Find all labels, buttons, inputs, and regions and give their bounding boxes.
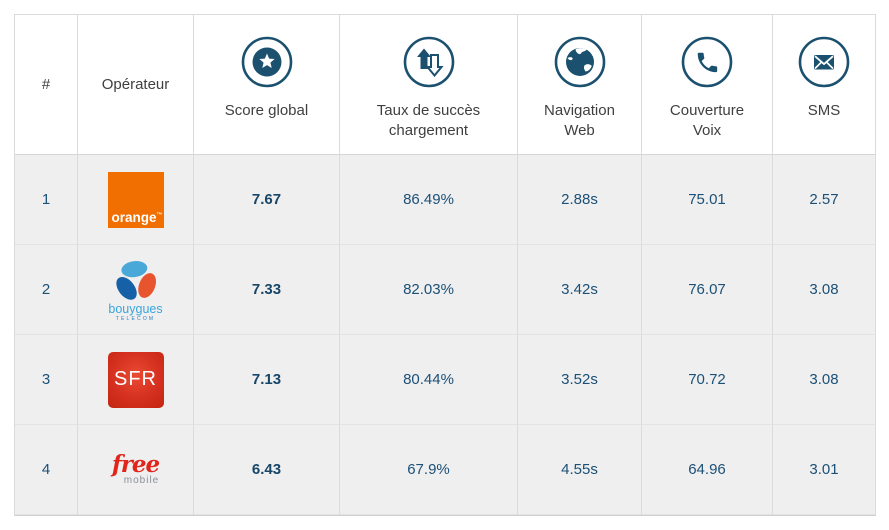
operators-table: # Opérateur Score global [14,14,876,516]
navigation-cell: 3.42s [518,245,642,335]
success-rate-value: 80.44% [403,371,454,388]
coverage-value: 76.07 [688,281,726,298]
operator-cell: free mobile [78,425,194,515]
bouygues-petals-icon [115,260,156,300]
column-header-sms: SMS [773,15,876,155]
success-rate-value: 82.03% [403,281,454,298]
operator-cell: bouygues TELECOM [78,245,194,335]
coverage-cell: 75.01 [642,155,773,245]
orange-logo: orange™ [107,171,164,228]
rank-value: 4 [41,461,51,478]
rank-value: 3 [41,371,51,388]
bouygues-logo: bouygues TELECOM [108,258,163,322]
coverage-cell: 70.72 [642,335,773,425]
sms-cell: 3.01 [773,425,876,515]
success-rate-value: 67.9% [407,461,450,478]
free-mobile-logo: free mobile [111,451,160,486]
success-rate-cell: 82.03% [340,245,518,335]
score-cell: 7.33 [194,245,340,335]
score-value: 7.13 [251,371,282,388]
score-value: 6.43 [251,461,282,478]
star-icon [241,36,293,88]
sms-cell: 3.08 [773,335,876,425]
sms-header-label: SMS [807,102,841,119]
navigation-value: 2.88s [561,191,598,208]
operator-header-label: Opérateur [101,75,170,93]
success-rate-cell: 80.44% [340,335,518,425]
sfr-logo: SFR [107,351,164,408]
phone-icon [681,36,733,88]
column-header-rank: # [15,15,78,155]
sms-value: 3.08 [809,371,839,388]
success-rate-value: 86.49% [403,191,454,208]
operator-cell: SFR [78,335,194,425]
column-header-operator: Opérateur [78,15,194,155]
coverage-value: 70.72 [688,371,726,388]
coverage-value: 75.01 [688,191,726,208]
up-down-arrows-icon [403,36,455,88]
free-logo-text: free [111,451,160,478]
navigation-header-label: Navigation Web [544,102,615,139]
column-header-coverage: Couverture Voix [642,15,773,155]
column-header-score: Score global [194,15,340,155]
bouygues-logo-text: bouygues [108,301,163,316]
rank-cell: 3 [15,335,78,425]
navigation-value: 3.42s [561,281,598,298]
rank-value: 1 [41,191,51,208]
sfr-logo-text: SFR [114,368,157,390]
column-header-success-rate: Taux de succès chargement [340,15,518,155]
sms-cell: 2.57 [773,155,876,245]
score-cell: 6.43 [194,425,340,515]
navigation-cell: 2.88s [518,155,642,245]
score-cell: 7.13 [194,335,340,425]
coverage-value: 64.96 [688,461,726,478]
success-rate-cell: 67.9% [340,425,518,515]
rank-header-label: # [41,75,51,93]
rank-value: 2 [41,281,51,298]
orange-logo-text: orange™ [111,209,163,225]
coverage-header-label: Couverture Voix [669,102,745,139]
sms-value: 2.57 [809,191,839,208]
sms-value: 3.08 [809,281,839,298]
score-value: 7.33 [251,281,282,298]
navigation-cell: 4.55s [518,425,642,515]
rank-cell: 2 [15,245,78,335]
rank-cell: 4 [15,425,78,515]
score-value: 7.67 [251,191,282,208]
coverage-cell: 64.96 [642,425,773,515]
rank-cell: 1 [15,155,78,245]
coverage-cell: 76.07 [642,245,773,335]
free-logo-subtext: mobile [123,475,160,486]
sms-value: 3.01 [809,461,839,478]
column-header-navigation: Navigation Web [518,15,642,155]
envelope-icon [798,36,850,88]
success-rate-header-label: Taux de succès chargement [376,102,481,139]
navigation-value: 4.55s [561,461,598,478]
success-rate-cell: 86.49% [340,155,518,245]
navigation-cell: 3.52s [518,335,642,425]
operator-cell: orange™ [78,155,194,245]
bouygues-logo-subtext: TELECOM [115,315,156,322]
sms-cell: 3.08 [773,245,876,335]
navigation-value: 3.52s [561,371,598,388]
score-header-label: Score global [224,102,309,119]
score-cell: 7.67 [194,155,340,245]
globe-icon [554,36,606,88]
